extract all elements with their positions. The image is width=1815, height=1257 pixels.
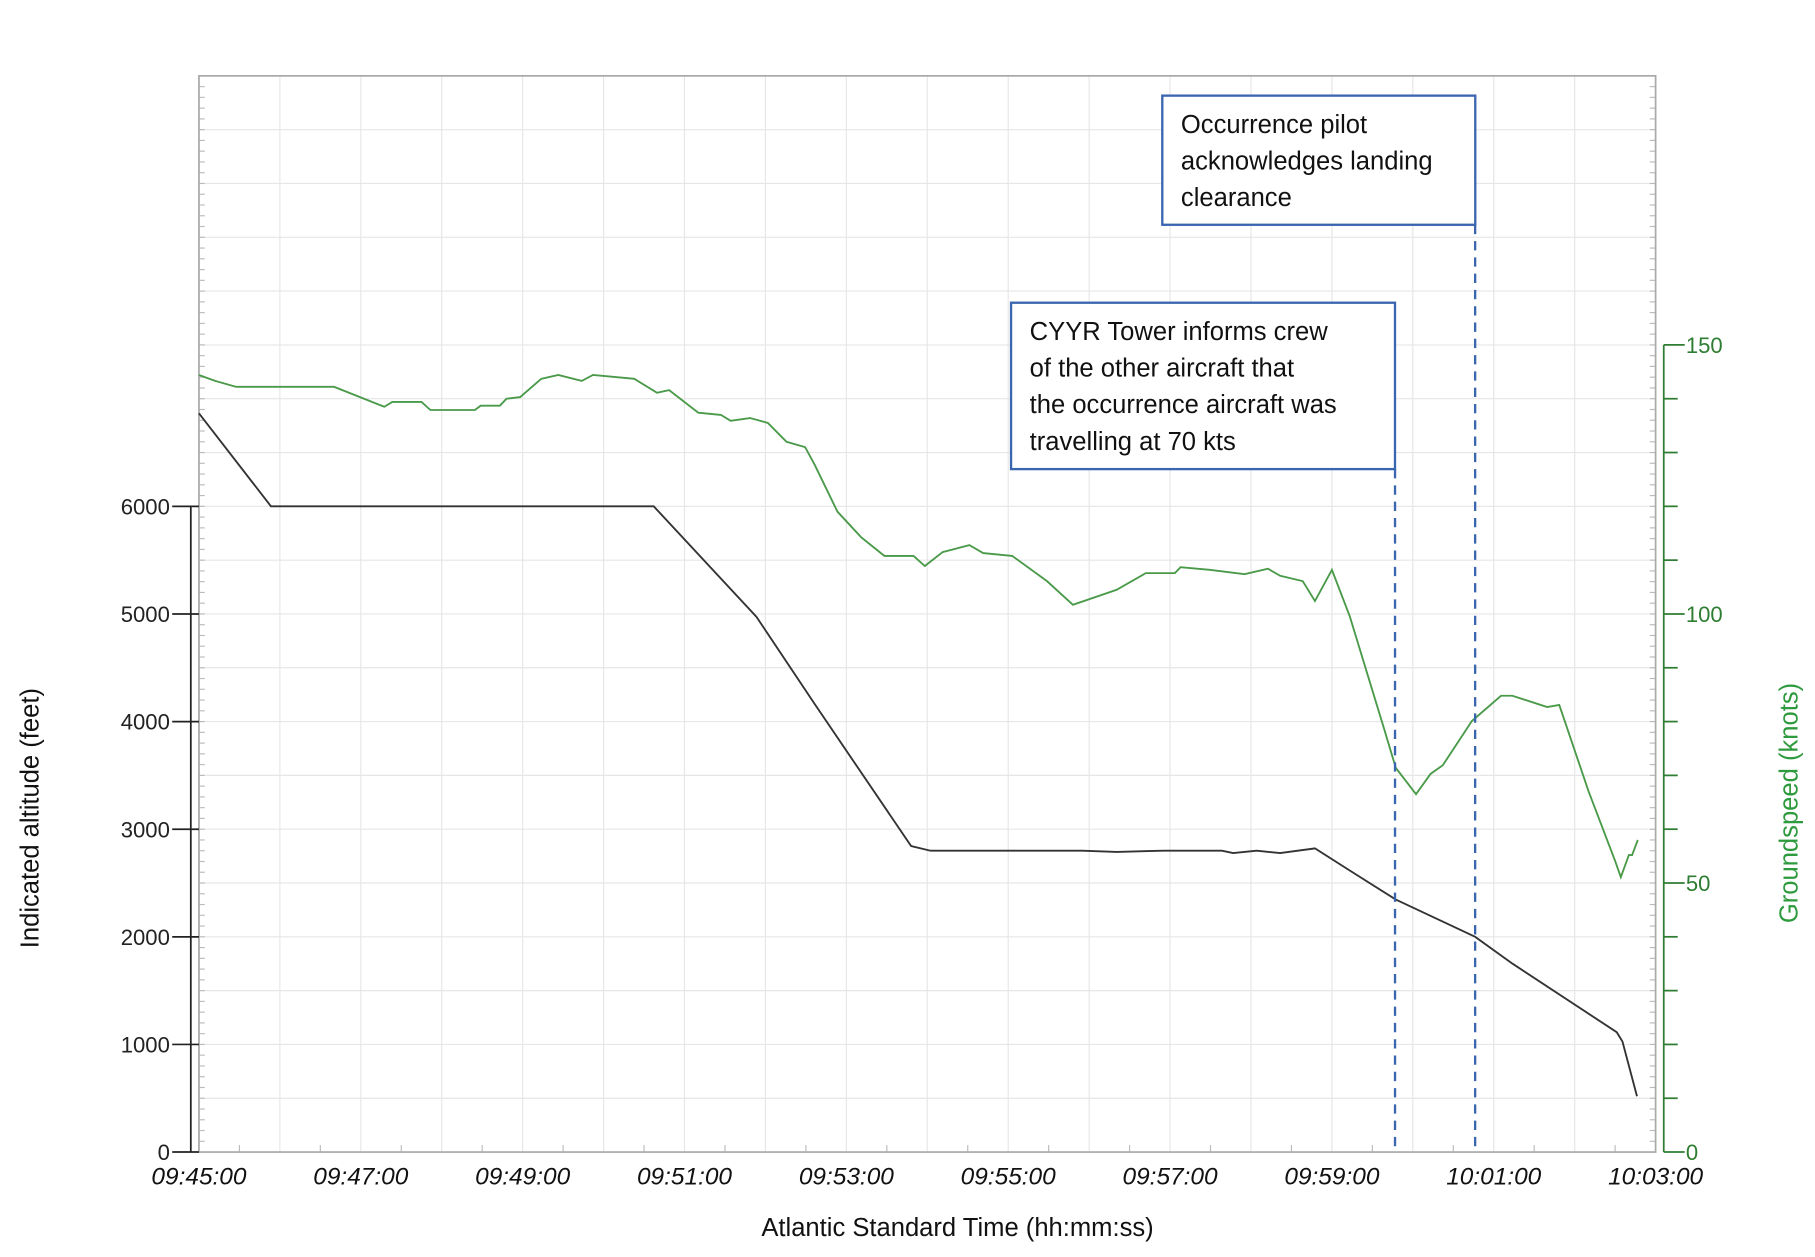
x-tick-label: 09:47:00: [313, 1164, 408, 1191]
x-tick-label: 09:45:00: [151, 1164, 246, 1191]
altitude-line: [198, 412, 1638, 1097]
x-tick-label: 10:01:00: [1446, 1164, 1541, 1191]
annotation-box: [1009, 301, 1397, 471]
y-tick-label: 1000: [121, 1033, 170, 1058]
annotation-text: acknowledges landing: [1181, 148, 1433, 176]
grid: [198, 75, 1656, 1153]
y-tick-label: 2000: [121, 925, 170, 950]
x-axis-label: Atlantic Standard Time (hh:mm:ss): [761, 1214, 1153, 1242]
y-axis-label: Indicated altitude (feet): [16, 688, 44, 948]
x-tick-label: 09:49:00: [475, 1164, 570, 1191]
groundspeed-line: [198, 374, 1639, 880]
annotation-box: [1161, 94, 1477, 226]
x-tick-label: 09:57:00: [1123, 1164, 1218, 1191]
y-tick-label: 4000: [121, 710, 170, 735]
x-tick-label: 09:55:00: [961, 1164, 1056, 1191]
annotation-text: CYYR Tower informs crew: [1030, 318, 1329, 346]
y-tick-label: 3000: [121, 817, 170, 842]
annotation-text: the occurrence aircraft was: [1030, 391, 1337, 419]
y-tick-label: 0: [158, 1140, 170, 1165]
annotation-text: travelling at 70 kts: [1030, 428, 1236, 456]
series: [198, 374, 1639, 1097]
annotations: CYYR Tower informs crew of the other airc…: [1009, 94, 1477, 1153]
y2-tick-label: 0: [1686, 1140, 1698, 1165]
y2-axis-label: Groundspeed (knots): [1776, 683, 1804, 923]
x-tick-label: 09:51:00: [637, 1164, 732, 1191]
x-tick-label: 09:53:00: [799, 1164, 894, 1191]
y-tick-label: 5000: [121, 602, 170, 627]
axes: 0 1000 2000 3000 4000 5000 6000 0 50 100 150 09:45:…: [121, 333, 1723, 1191]
y-tick-label: 6000: [121, 494, 170, 519]
y2-tick-label: 50: [1686, 871, 1711, 896]
x-tick-label: 09:59:00: [1284, 1164, 1379, 1191]
annotation-text: clearance: [1181, 184, 1292, 212]
y2-tick-label: 150: [1686, 333, 1723, 358]
x-tick-label: 10:03:00: [1608, 1164, 1703, 1191]
y2-tick-label: 100: [1686, 602, 1723, 627]
annotation-text: of the other aircraft that: [1030, 355, 1294, 383]
annotation-text: Occurrence pilot: [1181, 111, 1367, 139]
